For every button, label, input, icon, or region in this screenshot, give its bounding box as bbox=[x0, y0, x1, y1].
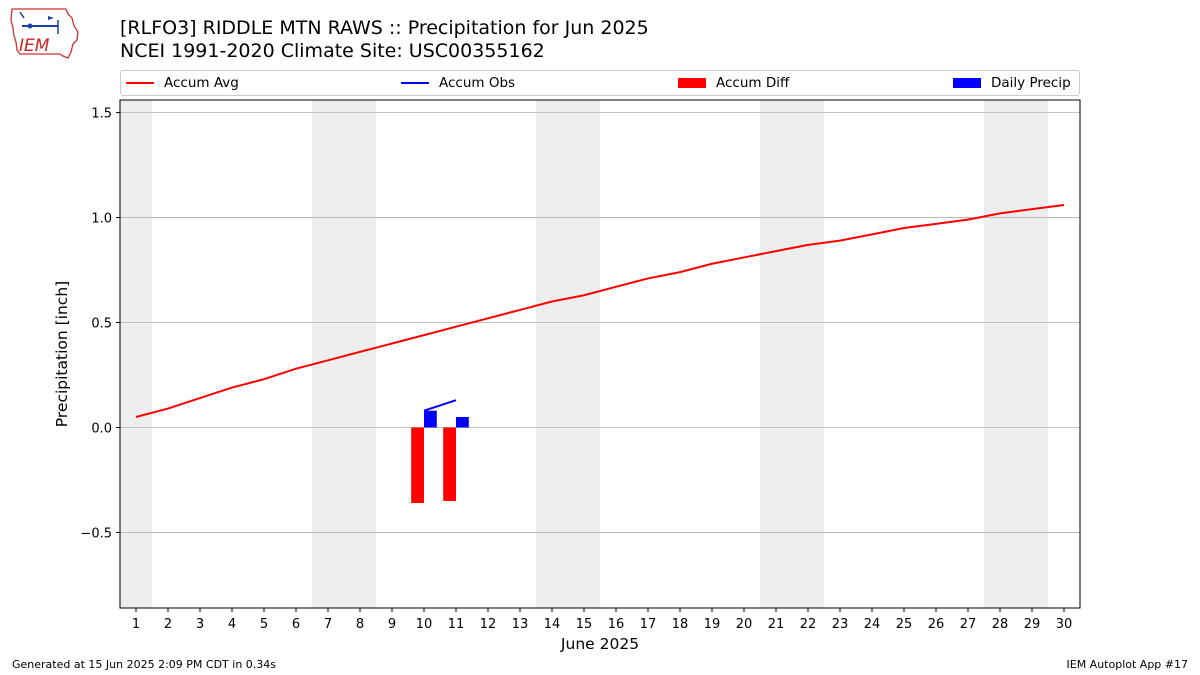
x-tick-label: 1 bbox=[132, 617, 140, 632]
y-tick-label: −0.5 bbox=[80, 526, 112, 541]
chart-subtitle: NCEI 1991-2020 Climate Site: USC00355162 bbox=[120, 40, 545, 62]
y-tick-label: 0.0 bbox=[91, 421, 112, 436]
legend-item-accum-diff: Accum Diff bbox=[678, 74, 789, 92]
x-tick-label: 3 bbox=[196, 617, 204, 632]
x-tick-label: 4 bbox=[228, 617, 236, 632]
x-tick-label: 6 bbox=[292, 617, 300, 632]
x-tick-label: 24 bbox=[864, 617, 881, 632]
accum-avg-line bbox=[135, 203, 1065, 418]
chart-title: [RLFO3] RIDDLE MTN RAWS :: Precipitation… bbox=[120, 17, 649, 39]
legend-label-daily-precip: Daily Precip bbox=[991, 75, 1071, 91]
x-tick-label: 8 bbox=[356, 617, 364, 632]
y-tick-label: 1.0 bbox=[91, 212, 112, 227]
legend-swatch-accum-diff bbox=[678, 78, 706, 88]
legend-item-accum-avg: Accum Avg bbox=[126, 74, 239, 92]
x-tick-label: 30 bbox=[1056, 617, 1073, 632]
accum-diff-bar bbox=[411, 427, 424, 504]
x-tick-label: 15 bbox=[576, 617, 593, 632]
legend-item-daily-precip: Daily Precip bbox=[953, 74, 1071, 92]
footer-app: IEM Autoplot App #17 bbox=[1066, 658, 1189, 671]
legend-label-accum-obs: Accum Obs bbox=[439, 75, 516, 91]
accum-obs-line bbox=[423, 399, 457, 412]
daily-precip-bar bbox=[456, 416, 469, 428]
x-tick-label: 13 bbox=[512, 617, 529, 632]
x-tick-label: 29 bbox=[1024, 617, 1041, 632]
x-tick-label: 14 bbox=[544, 617, 561, 632]
x-axis-label: June 2025 bbox=[560, 635, 639, 653]
x-tick-label: 22 bbox=[800, 617, 817, 632]
legend: Accum Avg Accum Obs Accum Diff Daily Pre… bbox=[120, 70, 1080, 96]
weekend-band bbox=[536, 100, 600, 608]
weekend-band bbox=[760, 100, 824, 608]
legend-label-accum-avg: Accum Avg bbox=[164, 75, 239, 91]
weekend-band bbox=[120, 100, 152, 608]
accum-diff-bar bbox=[443, 427, 456, 501]
legend-label-accum-diff: Accum Diff bbox=[716, 75, 790, 91]
x-tick-label: 21 bbox=[768, 617, 785, 632]
x-tick-label: 27 bbox=[960, 617, 977, 632]
y-tick-label: 0.5 bbox=[91, 317, 112, 332]
y-tick-label: 1.5 bbox=[91, 107, 112, 122]
x-tick-label: 28 bbox=[992, 617, 1009, 632]
daily-precip-bar bbox=[424, 410, 437, 428]
x-tick-label: 19 bbox=[704, 617, 721, 632]
x-tick-label: 12 bbox=[480, 617, 497, 632]
legend-swatch-accum-obs bbox=[401, 82, 429, 84]
x-tick-label: 11 bbox=[448, 617, 465, 632]
x-tick-label: 23 bbox=[832, 617, 849, 632]
x-tick-label: 16 bbox=[608, 617, 625, 632]
weekend-band bbox=[984, 100, 1048, 608]
iem-logo: IEM bbox=[10, 8, 79, 59]
x-tick-label: 26 bbox=[928, 617, 945, 632]
x-tick-label: 2 bbox=[164, 617, 172, 632]
x-tick-label: 25 bbox=[896, 617, 913, 632]
legend-swatch-accum-avg bbox=[126, 82, 154, 84]
plot-frame bbox=[119, 99, 1081, 609]
x-tick-label: 18 bbox=[672, 617, 689, 632]
footer-generated: Generated at 15 Jun 2025 2:09 PM CDT in … bbox=[12, 658, 277, 671]
legend-swatch-daily-precip bbox=[953, 78, 981, 88]
y-axis-label: Precipitation [inch] bbox=[53, 281, 71, 427]
x-tick-label: 20 bbox=[736, 617, 753, 632]
x-tick-label: 17 bbox=[640, 617, 657, 632]
x-tick-label: 9 bbox=[388, 617, 396, 632]
x-tick-label: 5 bbox=[260, 617, 268, 632]
x-tick-label: 10 bbox=[416, 617, 433, 632]
logo-text: IEM bbox=[19, 36, 50, 56]
legend-item-accum-obs: Accum Obs bbox=[401, 74, 515, 92]
x-tick-label: 7 bbox=[324, 617, 332, 632]
weekend-band bbox=[312, 100, 376, 608]
